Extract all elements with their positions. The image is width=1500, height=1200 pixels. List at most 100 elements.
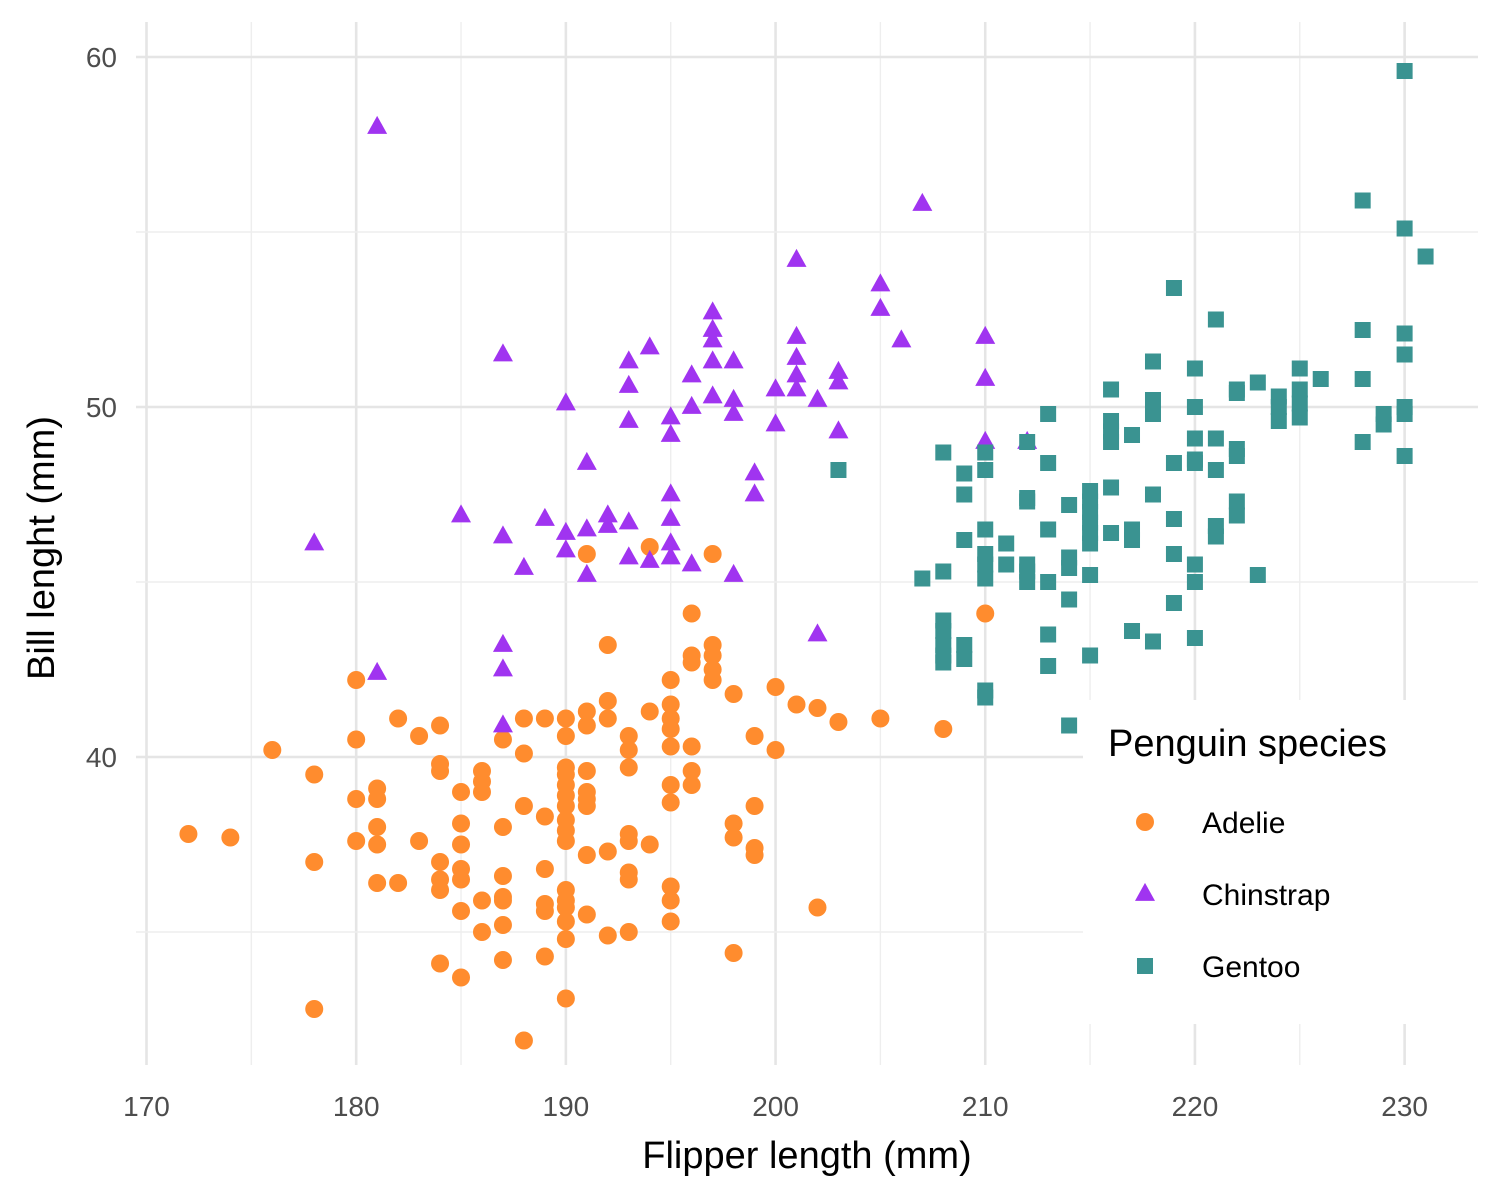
chinstrap-point [912, 192, 933, 211]
data-points [179, 63, 1434, 1050]
x-tick-label: 170 [123, 1091, 170, 1122]
gentoo-point [1019, 574, 1036, 590]
gentoo-point [1186, 455, 1203, 471]
gentoo-point [1040, 521, 1057, 538]
adelie-point [745, 727, 764, 745]
gentoo-point [1144, 392, 1161, 408]
adelie-point [452, 814, 471, 833]
adelie-point [661, 695, 680, 714]
adelie-point [619, 923, 638, 941]
gentoo-point [977, 444, 994, 461]
chinstrap-point [786, 364, 807, 383]
chinstrap-point [576, 518, 597, 537]
chinstrap-point [639, 336, 660, 355]
adelie-point [787, 695, 806, 714]
adelie-point [389, 709, 408, 728]
gentoo-point [1165, 546, 1182, 562]
chinstrap-point [807, 388, 828, 407]
adelie-point [514, 744, 533, 763]
gentoo-point [977, 556, 994, 573]
chinstrap-point [660, 423, 681, 442]
gentoo-point [1396, 406, 1413, 422]
adelie-point [452, 902, 471, 920]
gentoo-point [1186, 630, 1203, 646]
adelie-point [724, 828, 743, 847]
gentoo-point [1354, 322, 1371, 338]
adelie-point [535, 807, 554, 826]
adelie-point [305, 853, 324, 871]
adelie-point [452, 870, 471, 889]
gentoo-point [1417, 248, 1434, 265]
gentoo-point [1291, 360, 1308, 377]
gentoo-point [1186, 556, 1203, 573]
adelie-point [661, 720, 680, 738]
gentoo-point [1291, 409, 1308, 426]
chinstrap-point [765, 378, 786, 397]
adelie-point [640, 835, 659, 854]
adelie-point [934, 720, 953, 738]
chinstrap-point [786, 248, 807, 267]
adelie-point [808, 898, 827, 917]
adelie-point [808, 699, 827, 717]
adelie-point [661, 671, 680, 689]
x-tick-label: 230 [1381, 1091, 1428, 1122]
adelie-point [745, 846, 764, 864]
gentoo-point [1396, 325, 1413, 342]
adelie-point [661, 891, 680, 910]
adelie-point [556, 727, 575, 745]
gentoo-point [830, 462, 847, 478]
adelie-point [472, 891, 491, 910]
adelie-point [410, 727, 429, 745]
adelie-point [368, 790, 387, 808]
series-gentoo [830, 63, 1434, 734]
y-tick-label: 60 [86, 42, 117, 73]
gentoo-point [1312, 371, 1329, 387]
gentoo-point [1103, 525, 1120, 541]
gentoo-point [1061, 717, 1078, 734]
chinstrap-point [304, 532, 325, 551]
legend-label: Chinstrap [1202, 879, 1330, 912]
chinstrap-point [639, 549, 660, 568]
adelie-point [619, 727, 638, 745]
gentoo-point [956, 465, 973, 482]
gentoo-point [935, 623, 952, 639]
adelie-point [619, 741, 638, 759]
chinstrap-point [723, 388, 744, 407]
chinstrap-point [492, 658, 513, 677]
chinstrap-point [660, 546, 681, 565]
adelie-point [431, 881, 450, 899]
chinstrap-point [576, 451, 597, 470]
chinstrap-point [702, 318, 723, 337]
x-axis-title: Flipper length (mm) [642, 1135, 971, 1177]
adelie-point [661, 737, 680, 756]
gentoo-point [1228, 448, 1245, 464]
x-tick-label: 180 [333, 1091, 380, 1122]
adelie-point [263, 741, 282, 759]
gentoo-point [956, 637, 973, 653]
chinstrap-point [681, 553, 702, 572]
gentoo-point [1082, 647, 1099, 664]
adelie-point [493, 818, 512, 836]
tick-labels: 170 180 190 200 210 220 230 40 50 60 [86, 42, 1428, 1122]
chinstrap-point [786, 325, 807, 344]
adelie-point [179, 825, 198, 843]
chinstrap-point [451, 504, 472, 523]
gentoo-point [1228, 507, 1245, 524]
gentoo-point [1061, 560, 1078, 576]
chinstrap-point [723, 563, 744, 582]
adelie-point [871, 709, 890, 728]
adelie-point [368, 835, 387, 854]
chinstrap-point [681, 395, 702, 414]
gentoo-point [1396, 346, 1413, 363]
adelie-point [493, 867, 512, 885]
adelie-point [724, 685, 743, 703]
gentoo-point [1019, 434, 1036, 450]
gentoo-point [1396, 448, 1413, 464]
adelie-point [431, 762, 450, 780]
chinstrap-point [765, 413, 786, 432]
chinstrap-point [492, 714, 513, 733]
legend-item-adelie: Adelie [1136, 807, 1285, 840]
gentoo-point [1228, 493, 1245, 510]
adelie-point [347, 671, 366, 689]
adelie-point [472, 923, 491, 941]
